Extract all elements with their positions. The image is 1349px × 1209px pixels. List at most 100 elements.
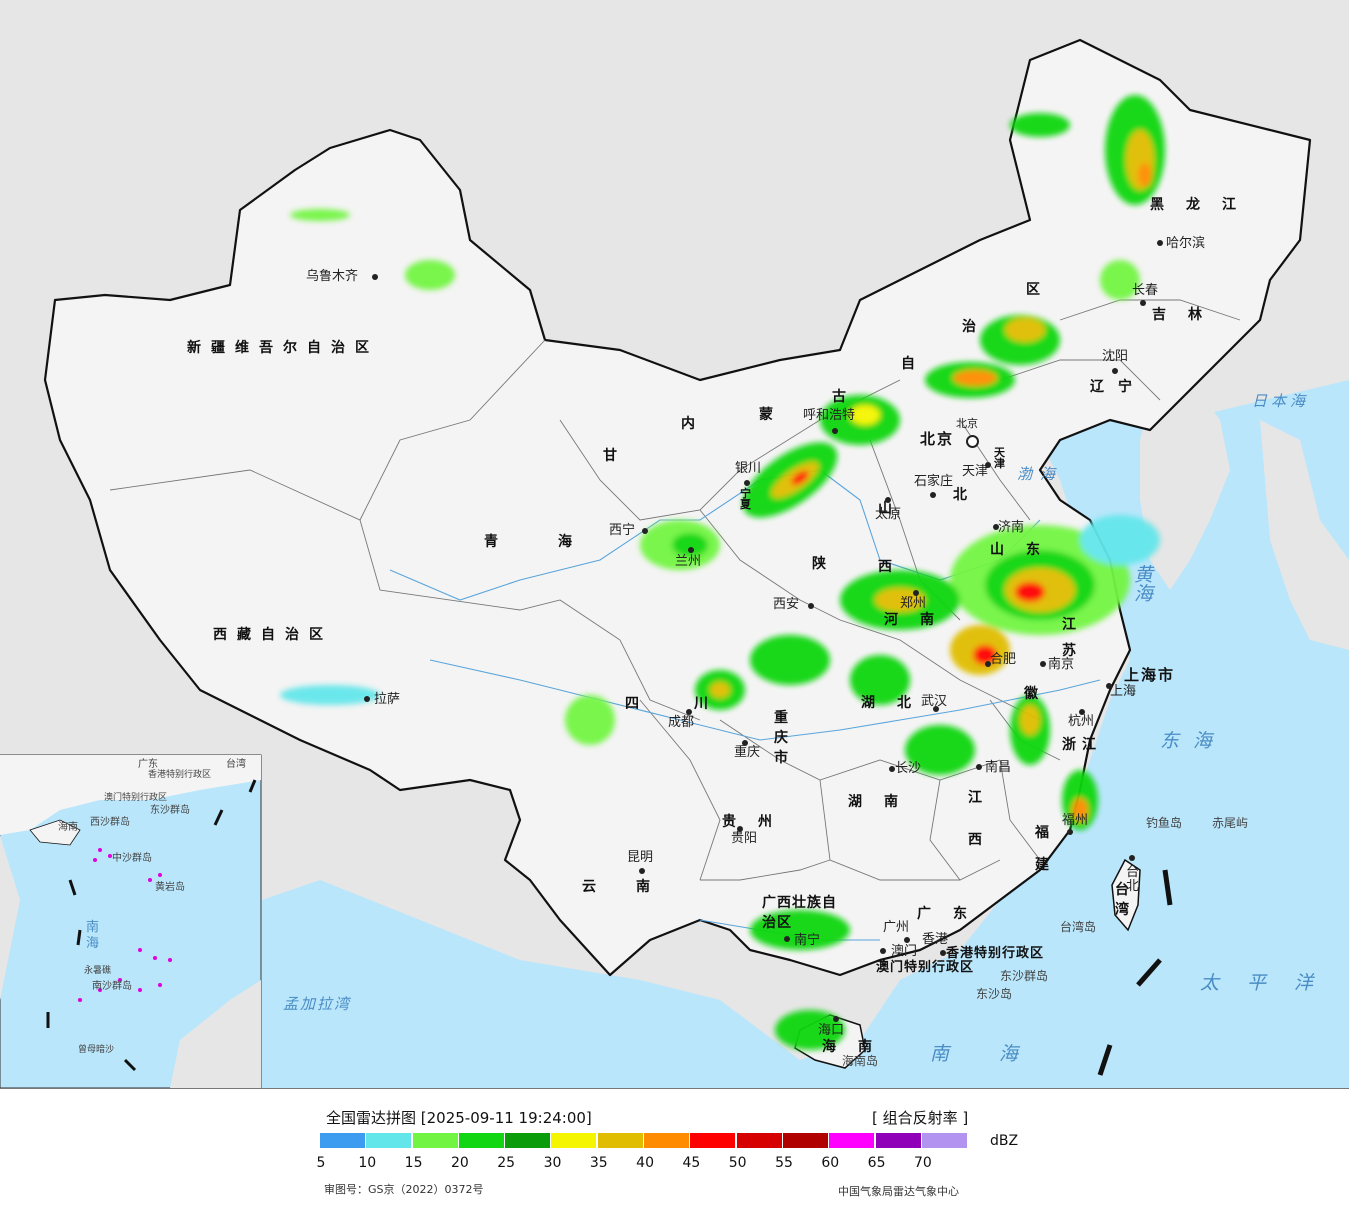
radar-map[interactable]: 新疆维吾尔自治区 西藏自治区 青海 甘 内 蒙 古 自 治 区 黑龙江 吉林 辽…	[0, 0, 1349, 1088]
maritime-dashes	[1097, 869, 1173, 1076]
city-haikou: 海口	[818, 1023, 845, 1038]
island-taiwan: 台湾岛	[1060, 920, 1097, 934]
city-dot	[1157, 240, 1163, 246]
sea-huanghai: 黄海	[1134, 564, 1168, 605]
legend-swatch	[366, 1133, 412, 1148]
city-hefei: 合肥	[990, 652, 1017, 667]
legend-tick: 60	[821, 1155, 840, 1171]
city-chengdu: 成都	[668, 715, 695, 730]
city-dot	[744, 480, 750, 486]
island-diaoyu: 钓鱼岛	[1146, 816, 1183, 830]
city-dot	[985, 661, 991, 667]
city-dot	[940, 950, 946, 956]
map-canvas	[0, 0, 1349, 1088]
province-liaoning: 辽宁	[1090, 379, 1146, 395]
province-heilongjiang: 黑龙江	[1150, 197, 1258, 213]
inset-hainan: 海南	[58, 822, 78, 833]
legend-tick: 55	[775, 1155, 793, 1171]
city-dot	[1129, 855, 1135, 861]
city-hangzhou: 杭州	[1068, 714, 1095, 729]
legend-swatch	[412, 1133, 458, 1148]
city-fuzhou: 福州	[1062, 813, 1089, 828]
city-dot	[993, 524, 999, 530]
city-urumqi: 乌鲁木齐	[306, 269, 359, 284]
inset-guangdong: 广东	[138, 759, 158, 770]
legend-tick: 70	[913, 1155, 932, 1171]
province-neimenggu-6: 区	[1026, 282, 1050, 298]
province-hebei: 北	[953, 487, 977, 503]
city-dot	[904, 937, 910, 943]
province-xinjiang: 新疆维吾尔自治区	[187, 340, 379, 356]
legend-tick: 15	[404, 1155, 423, 1171]
legend-panel: 全国雷达拼图 [2025-09-11 19:24:00] [ 组合反射率 ] d…	[0, 1088, 1349, 1209]
city-wuhan: 武汉	[921, 694, 948, 709]
sea-pacific: 太平洋	[1200, 972, 1342, 994]
province-shandong: 山东	[990, 542, 1062, 558]
province-fujian: 福建	[1035, 825, 1049, 873]
province-beijing: 北京	[920, 430, 955, 448]
city-yinchuan: 银川	[735, 461, 762, 476]
sea-bengal: 孟加拉湾	[283, 995, 352, 1013]
legend-swatch	[505, 1133, 551, 1148]
city-dot	[372, 274, 378, 280]
city-dot	[1079, 709, 1085, 715]
province-anhui: 徽	[1024, 686, 1048, 702]
legend-swatch	[690, 1133, 736, 1148]
city-dot	[808, 603, 814, 609]
city-dot	[885, 497, 891, 503]
legend-title: 全国雷达拼图 [2025-09-11 19:24:00]	[326, 1109, 592, 1127]
legend-swatch	[644, 1133, 690, 1148]
city-lhasa: 拉萨	[374, 692, 401, 707]
province-neimenggu-4: 自	[901, 356, 925, 372]
city-dot	[784, 936, 790, 942]
legend-swatch	[875, 1133, 921, 1148]
city-shanghai: 上海	[1110, 684, 1137, 699]
approval-number: 审图号：GS京（2022）0372号	[324, 1183, 484, 1196]
legend-tick: 40	[636, 1155, 655, 1171]
province-shaanxi: 陕	[812, 556, 836, 572]
legend-tick: 50	[728, 1155, 747, 1171]
city-xining: 西宁	[609, 523, 636, 538]
legend-swatch	[782, 1133, 828, 1148]
province-guangxi: 广西壮族自治区	[762, 895, 837, 931]
city-dot	[976, 764, 982, 770]
legend-tick: 25	[497, 1155, 516, 1171]
province-shanxi: 山西	[878, 501, 892, 575]
sea-japan: 日本海	[1252, 392, 1310, 410]
city-dot	[1106, 683, 1112, 689]
inset-nansha: 南沙群岛	[92, 981, 132, 992]
city-hohhot: 呼和浩特	[803, 408, 856, 423]
province-tianjin: 天津	[994, 446, 1005, 470]
city-lanzhou: 兰州	[675, 554, 702, 569]
province-hunan: 湖南	[848, 794, 920, 810]
province-henan: 河南	[884, 612, 956, 628]
legend-swatch	[829, 1133, 875, 1148]
inset-hk: 香港特别行政区	[148, 770, 212, 780]
province-sichuan: 四川	[625, 696, 763, 712]
city-dot	[642, 528, 648, 534]
taiwan-land	[1111, 858, 1141, 932]
legend-tick: 45	[682, 1155, 701, 1171]
province-chongqing: 重庆市	[774, 710, 788, 766]
city-dot	[1040, 661, 1046, 667]
city-shenyang: 沈阳	[1102, 349, 1129, 364]
city-changsha: 长沙	[895, 761, 922, 776]
city-shijiazhuang: 石家庄	[914, 474, 954, 489]
data-source: 中国气象局雷达气象中心	[838, 1185, 959, 1198]
city-dot	[688, 547, 694, 553]
city-taipei: 台北	[1126, 865, 1140, 894]
legend-swatch	[458, 1133, 504, 1148]
legend-tick: 65	[867, 1155, 886, 1171]
city-jinan: 济南	[998, 520, 1025, 535]
city-changchun: 长春	[1132, 283, 1159, 298]
city-dot	[639, 868, 645, 874]
city-dot	[933, 706, 939, 712]
city-dot	[1112, 368, 1118, 374]
province-xizang: 西藏自治区	[213, 627, 333, 643]
city-dot	[832, 428, 838, 434]
island-dongsha-qundao: 东沙群岛	[1000, 969, 1049, 983]
legend-tick: 35	[589, 1155, 608, 1171]
province-jiangxi: 江西	[968, 790, 982, 848]
city-guiyang: 贵阳	[731, 831, 758, 846]
inset-huangyan: 黄岩岛	[155, 882, 185, 893]
